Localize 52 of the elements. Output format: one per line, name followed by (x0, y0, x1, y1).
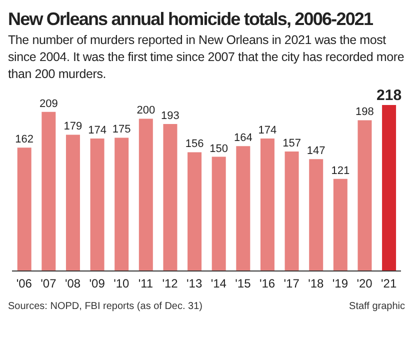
bar (114, 138, 129, 271)
data-label: 209 (39, 98, 58, 110)
x-tick-label: '15 (235, 276, 252, 291)
text: Staff graphic (349, 301, 405, 312)
bar (163, 124, 178, 271)
data-label: 157 (282, 137, 301, 150)
bar (17, 148, 32, 271)
bar (284, 151, 299, 271)
bar (188, 152, 202, 271)
x-tick-label: '06 (16, 276, 32, 291)
x-tick-label: '10 (114, 276, 130, 291)
bar (358, 120, 372, 271)
data-label: 218 (376, 87, 402, 104)
data-label: 156 (185, 138, 204, 150)
x-tick-label: '13 (186, 276, 202, 291)
bar (138, 118, 153, 271)
chart-title: New Orleans annual homicide totals, 2006-2021 (8, 8, 374, 30)
x-tick-label: '09 (89, 276, 106, 291)
bar (309, 159, 324, 271)
data-label: 174 (88, 124, 106, 137)
x-tick-label: '17 (284, 276, 300, 291)
data-label: 200 (136, 104, 156, 117)
source-note: Sources: NOPD, FBI reports (as of Dec. 31) (8, 301, 203, 312)
x-tick-label: '14 (210, 276, 227, 291)
bar (236, 146, 250, 271)
x-tick-label: '18 (308, 276, 324, 291)
x-tick-label: '07 (40, 276, 57, 291)
data-label: 193 (161, 110, 180, 122)
chart-subtitle: The number of murders reported in New Orleans in 2021 was the most since 2004. It was the first time since 2007 that the city has recorded more than 200 murders. (8, 32, 405, 83)
bar (66, 134, 80, 271)
bar (260, 138, 274, 271)
x-tick-label: '11 (138, 276, 154, 291)
data-label: 164 (234, 132, 252, 144)
x-tick-label: '08 (64, 276, 81, 291)
bar (382, 105, 396, 271)
data-label: 121 (331, 164, 350, 177)
x-tick-label: '21 (381, 276, 397, 291)
data-label: 179 (64, 120, 82, 133)
x-tick-label: '12 (162, 276, 178, 291)
x-tick-label: '19 (332, 276, 348, 291)
data-label: 175 (112, 124, 131, 136)
x-tick-label: '16 (259, 276, 276, 291)
bar (333, 178, 348, 271)
data-label: 162 (15, 134, 34, 146)
data-label: 174 (258, 124, 277, 137)
data-label: 147 (306, 145, 326, 158)
data-label: 198 (356, 106, 374, 118)
bar (42, 112, 56, 271)
x-tick-label: '20 (356, 276, 373, 291)
data-label: 150 (210, 142, 228, 155)
bar (212, 156, 226, 271)
bar (90, 138, 104, 271)
